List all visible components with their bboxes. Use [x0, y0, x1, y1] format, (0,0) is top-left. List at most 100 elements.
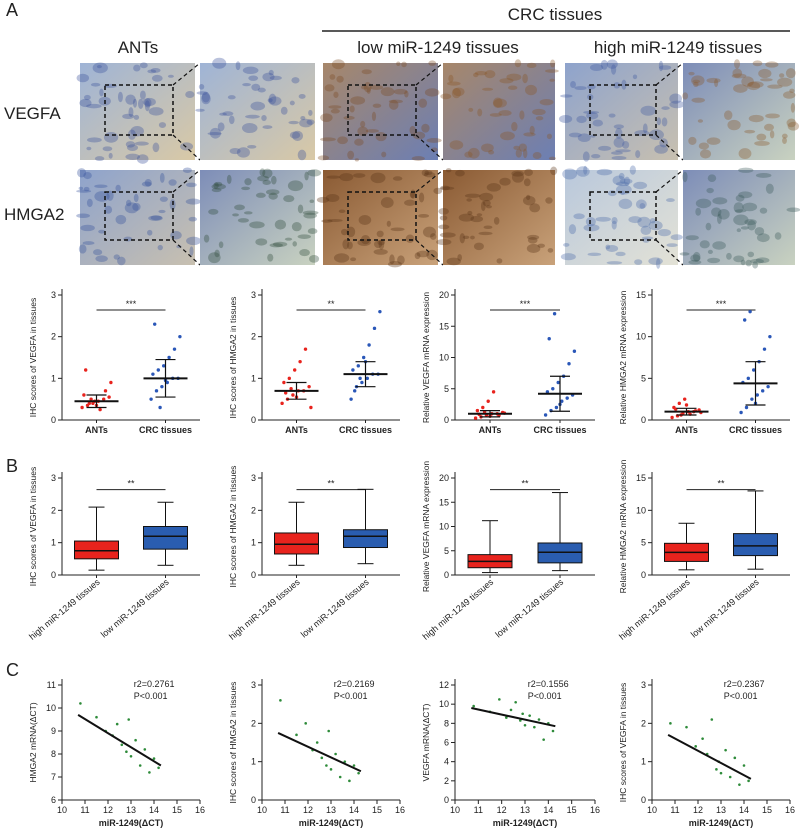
micrograph-texture [326, 175, 341, 179]
micrograph-texture [128, 107, 134, 118]
point [547, 337, 551, 341]
micrograph-texture [544, 69, 559, 73]
micrograph-texture [342, 239, 350, 250]
micrograph-texture [733, 59, 741, 69]
micrograph-texture [634, 259, 643, 265]
micrograph-texture [226, 174, 232, 185]
y-axis-label: Relative VEGFA mRNA expression [421, 461, 431, 593]
micrograph-texture [669, 100, 685, 109]
significance-label: ** [127, 479, 135, 489]
y-tick-label: 0 [444, 570, 449, 580]
y-tick-label: 2 [251, 718, 256, 728]
micrograph-texture [139, 90, 146, 100]
annotation: P<0.001 [334, 691, 368, 701]
micrograph-texture [147, 69, 157, 74]
micrograph-texture [376, 230, 384, 238]
point [352, 764, 356, 767]
x-tick-label: high miR-1249 tissues [617, 577, 692, 642]
point [162, 364, 166, 368]
micrograph-texture [329, 74, 336, 80]
micrograph-texture [298, 93, 306, 99]
micrograph-texture [499, 177, 511, 186]
micrograph-texture [506, 73, 522, 81]
micrograph-texture [717, 208, 730, 220]
micrograph-texture [747, 220, 756, 231]
micrograph-texture [360, 85, 368, 90]
micrograph-texture [691, 97, 705, 103]
micrograph-texture [519, 110, 525, 120]
point [683, 397, 687, 401]
micrograph-texture [336, 75, 344, 83]
chart: 0 5 10 15 Relative HMGA2 mRNA expression ANTs… [618, 289, 790, 435]
micrograph-texture [670, 234, 683, 241]
y-tick-label: 7 [51, 772, 56, 782]
column-label: ANTs [118, 38, 159, 57]
micrograph-texture [468, 107, 474, 112]
micrograph-texture [532, 108, 546, 116]
micrograph-texture [148, 107, 164, 116]
micrograph-texture [94, 191, 110, 202]
point [129, 755, 133, 758]
micrograph-texture [80, 224, 95, 232]
micrograph-texture [573, 213, 585, 220]
point [551, 729, 555, 733]
point [545, 390, 550, 394]
micrograph-texture [269, 75, 282, 81]
micrograph-texture [244, 178, 252, 186]
x-tick-label: 10 [450, 805, 460, 815]
y-axis-label: IHC scores of HMGA2 in tissues [228, 682, 238, 804]
micrograph-texture [790, 102, 796, 113]
micrograph-texture [409, 191, 415, 199]
micrograph-texture [369, 84, 384, 90]
micrograph-texture [349, 105, 355, 113]
micrograph-texture [90, 82, 101, 87]
micrograph-texture [268, 96, 282, 106]
point [537, 718, 541, 721]
y-tick-label: 5 [444, 384, 449, 394]
micrograph-texture [151, 74, 163, 82]
micrograph-texture [707, 249, 713, 255]
micrograph-texture [661, 117, 668, 127]
micrograph-texture [622, 140, 630, 149]
micrograph-texture [754, 140, 770, 146]
micrograph-texture [574, 86, 587, 91]
micrograph-texture [633, 181, 648, 190]
micrograph-texture [690, 254, 701, 262]
micrograph-texture [448, 74, 454, 83]
micrograph-texture [144, 179, 152, 187]
y-axis-label: IHC scores of HMGA2 in tissues [228, 466, 238, 588]
micrograph-texture [83, 171, 92, 180]
point [505, 716, 508, 719]
micrograph-texture [158, 209, 166, 214]
micrograph-texture [170, 231, 182, 240]
micrograph-texture [492, 97, 503, 109]
micrograph-texture [242, 66, 259, 75]
micrograph-texture [366, 87, 371, 94]
micrograph-texture [102, 146, 113, 152]
micrograph-texture [212, 57, 227, 69]
y-tick-label: 10 [439, 353, 449, 363]
point [358, 376, 362, 381]
micrograph-texture [371, 111, 377, 121]
micrograph-texture [744, 219, 757, 226]
micrograph-texture [733, 255, 745, 263]
zoom-line [415, 62, 444, 86]
annotation: r2=0.2761 [134, 679, 175, 689]
x-tick-label: 14 [739, 805, 749, 815]
micrograph-texture [697, 119, 704, 123]
y-tick-label: 10 [46, 703, 56, 713]
micrograph-texture [324, 84, 335, 92]
x-tick-label: 11 [670, 805, 679, 815]
point [109, 380, 113, 385]
micrograph-texture [640, 105, 656, 116]
y-tick-label: 15 [636, 290, 646, 300]
micrograph-texture [635, 199, 647, 210]
point [360, 380, 364, 385]
micrograph-texture [440, 186, 455, 190]
micrograph-texture [430, 233, 437, 240]
point [325, 764, 328, 767]
micrograph-texture [537, 243, 545, 248]
micrograph-texture [232, 213, 239, 217]
micrograph-texture [292, 130, 303, 142]
micrograph-texture [629, 165, 636, 175]
